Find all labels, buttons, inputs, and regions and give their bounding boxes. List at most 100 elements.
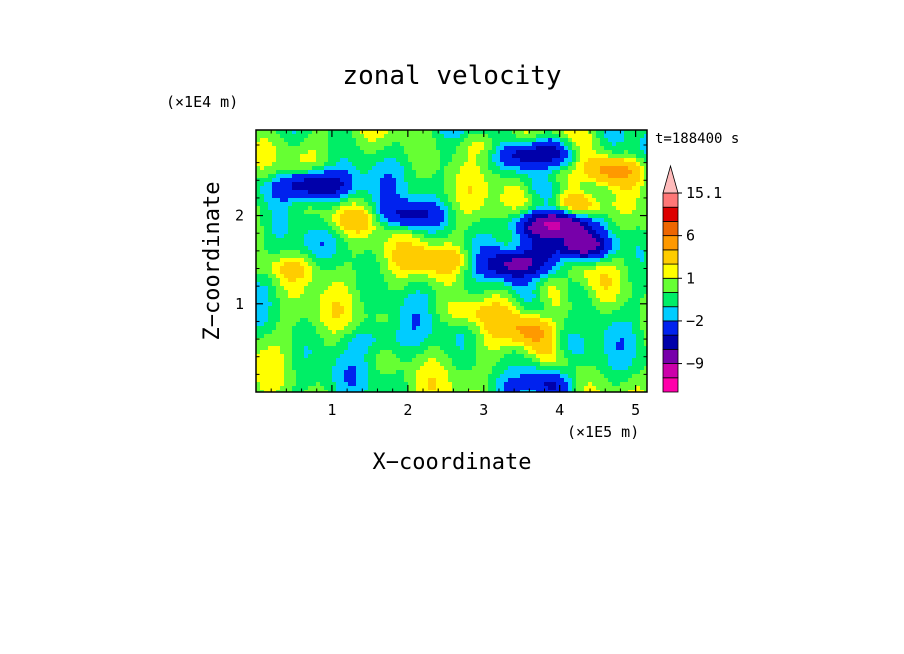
heatmap-cell xyxy=(540,202,544,206)
heatmap-cell xyxy=(532,150,536,154)
heatmap-cell xyxy=(364,306,368,310)
heatmap-cell xyxy=(588,238,592,242)
heatmap-cell xyxy=(456,194,460,198)
heatmap-cell xyxy=(452,174,456,178)
heatmap-cell xyxy=(400,254,404,258)
heatmap-cell xyxy=(268,302,272,306)
heatmap-cell xyxy=(576,322,580,326)
heatmap-cell xyxy=(544,326,548,330)
heatmap-cell xyxy=(380,230,384,234)
heatmap-cell xyxy=(364,158,368,162)
heatmap-cell xyxy=(352,182,356,186)
heatmap-cell xyxy=(516,194,520,198)
heatmap-cell xyxy=(460,158,464,162)
heatmap-cell xyxy=(560,210,564,214)
heatmap-cell xyxy=(452,270,456,274)
heatmap-cell xyxy=(600,294,604,298)
heatmap-cell xyxy=(600,306,604,310)
heatmap-cell xyxy=(292,210,296,214)
heatmap-cell xyxy=(344,218,348,222)
heatmap-cell xyxy=(388,266,392,270)
heatmap-cell xyxy=(616,266,620,270)
heatmap-cell xyxy=(552,250,556,254)
heatmap-cell xyxy=(448,250,452,254)
heatmap-cell xyxy=(528,322,532,326)
heatmap-cell xyxy=(452,330,456,334)
heatmap-cell xyxy=(392,298,396,302)
heatmap-cell xyxy=(552,298,556,302)
heatmap-cell xyxy=(320,130,324,134)
heatmap-cell xyxy=(516,142,520,146)
heatmap-cell xyxy=(540,214,544,218)
heatmap-cell xyxy=(408,186,412,190)
heatmap-cell xyxy=(524,202,528,206)
heatmap-cell xyxy=(276,306,280,310)
heatmap-cell xyxy=(592,302,596,306)
heatmap-cell xyxy=(424,166,428,170)
heatmap-cell xyxy=(296,218,300,222)
heatmap-cell xyxy=(296,138,300,142)
heatmap-cell xyxy=(432,170,436,174)
heatmap-cell xyxy=(276,226,280,230)
heatmap-cell xyxy=(528,238,532,242)
heatmap-cell xyxy=(280,158,284,162)
heatmap-cell xyxy=(436,194,440,198)
heatmap-cell xyxy=(432,166,436,170)
heatmap-cell xyxy=(616,330,620,334)
heatmap-cell xyxy=(504,162,508,166)
heatmap-cell xyxy=(564,214,568,218)
heatmap-cell xyxy=(260,186,264,190)
heatmap-cell xyxy=(460,202,464,206)
heatmap-cell xyxy=(556,254,560,258)
heatmap-cell xyxy=(580,150,584,154)
heatmap-cell xyxy=(336,266,340,270)
heatmap-cell xyxy=(544,310,548,314)
heatmap-cell xyxy=(380,274,384,278)
heatmap-cell xyxy=(632,142,636,146)
heatmap-cell xyxy=(604,330,608,334)
heatmap-cell xyxy=(320,182,324,186)
heatmap-cell xyxy=(440,202,444,206)
heatmap-cell xyxy=(544,178,548,182)
heatmap-cell xyxy=(640,158,644,162)
heatmap-cell xyxy=(612,198,616,202)
heatmap-cell xyxy=(472,270,476,274)
heatmap-cell xyxy=(432,258,436,262)
heatmap-cell xyxy=(568,314,572,318)
heatmap-cell xyxy=(608,262,612,266)
heatmap-cell xyxy=(544,270,548,274)
heatmap-cell xyxy=(308,250,312,254)
heatmap-cell xyxy=(340,322,344,326)
heatmap-cell xyxy=(528,210,532,214)
heatmap-cell xyxy=(328,202,332,206)
heatmap-cell xyxy=(464,166,468,170)
heatmap-cell xyxy=(496,138,500,142)
heatmap-cell xyxy=(572,242,576,246)
heatmap-cell xyxy=(548,174,552,178)
heatmap-cell xyxy=(488,166,492,170)
heatmap-cell xyxy=(436,294,440,298)
heatmap-cell xyxy=(344,270,348,274)
heatmap-cell xyxy=(284,282,288,286)
heatmap-cell xyxy=(540,234,544,238)
heatmap-cell xyxy=(488,230,492,234)
heatmap-cell xyxy=(408,206,412,210)
heatmap-cell xyxy=(588,330,592,334)
heatmap-cell xyxy=(556,202,560,206)
heatmap-cell xyxy=(520,298,524,302)
heatmap-cell xyxy=(600,230,604,234)
heatmap-cell xyxy=(328,322,332,326)
heatmap-cell xyxy=(500,314,504,318)
heatmap-cell xyxy=(552,326,556,330)
heatmap-cell xyxy=(332,174,336,178)
heatmap-cell xyxy=(284,286,288,290)
heatmap-cell xyxy=(580,262,584,266)
heatmap-cell xyxy=(284,138,288,142)
heatmap-cell xyxy=(500,158,504,162)
heatmap-cell xyxy=(312,218,316,222)
heatmap-cell xyxy=(408,306,412,310)
heatmap-cell xyxy=(536,134,540,138)
heatmap-cell xyxy=(340,262,344,266)
heatmap-cell xyxy=(320,322,324,326)
heatmap-cell xyxy=(412,310,416,314)
